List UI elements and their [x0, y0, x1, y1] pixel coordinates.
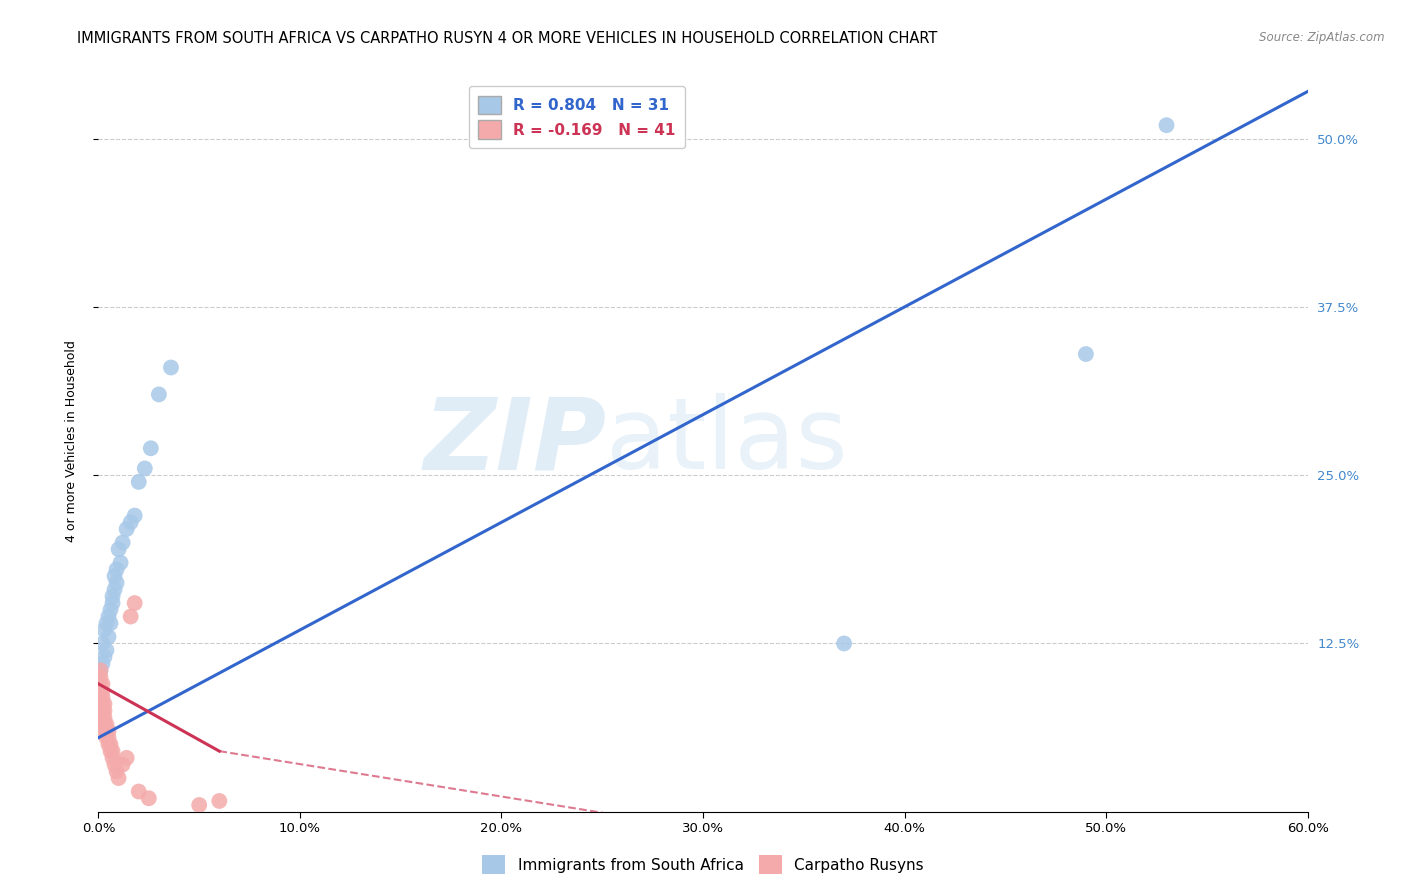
Text: atlas: atlas: [606, 393, 848, 490]
Point: [107, 771, 129, 785]
Point: [89, 664, 111, 678]
Text: Source: ZipAtlas.com: Source: ZipAtlas.com: [1260, 31, 1385, 45]
Point: [101, 590, 124, 604]
Point: [91, 677, 114, 691]
Point: [97, 609, 120, 624]
Point: [91, 690, 114, 705]
Point: [100, 738, 122, 752]
Point: [138, 791, 160, 805]
Text: ZIP: ZIP: [423, 393, 606, 490]
Point: [93, 710, 115, 724]
Point: [89, 670, 111, 684]
Text: IMMIGRANTS FROM SOUTH AFRICA VS CARPATHO RUSYN 4 OR MORE VEHICLES IN HOUSEHOLD C: IMMIGRANTS FROM SOUTH AFRICA VS CARPATHO…: [77, 31, 938, 46]
Point: [100, 603, 122, 617]
Legend: Immigrants from South Africa, Carpatho Rusyns: Immigrants from South Africa, Carpatho R…: [477, 849, 929, 880]
Point: [111, 757, 134, 772]
Point: [105, 575, 128, 590]
Point: [89, 664, 111, 678]
Point: [91, 697, 114, 711]
Point: [91, 657, 114, 671]
Point: [101, 751, 124, 765]
Point: [91, 704, 114, 718]
Point: [93, 697, 115, 711]
Point: [208, 794, 231, 808]
Point: [128, 784, 150, 798]
Point: [111, 535, 134, 549]
Point: [91, 710, 114, 724]
Point: [188, 797, 211, 812]
Point: [93, 723, 115, 738]
Point: [96, 723, 118, 738]
Point: [89, 704, 111, 718]
Point: [91, 683, 114, 698]
Point: [93, 717, 115, 731]
Point: [103, 569, 125, 583]
Point: [96, 717, 118, 731]
Point: [103, 757, 125, 772]
Point: [105, 764, 128, 779]
Point: [97, 731, 120, 745]
Point: [139, 442, 162, 456]
Point: [89, 710, 111, 724]
Point: [105, 562, 128, 576]
Point: [115, 522, 138, 536]
Point: [1156, 118, 1178, 132]
Y-axis label: 4 or more Vehicles in Household: 4 or more Vehicles in Household: [65, 341, 77, 542]
Point: [134, 461, 156, 475]
Point: [103, 582, 125, 597]
Point: [97, 738, 120, 752]
Point: [89, 677, 111, 691]
Point: [110, 556, 132, 570]
Point: [1074, 347, 1097, 361]
Point: [124, 508, 146, 523]
Point: [96, 731, 118, 745]
Point: [89, 697, 111, 711]
Point: [93, 704, 115, 718]
Point: [93, 649, 115, 664]
Point: [97, 723, 120, 738]
Point: [160, 360, 183, 375]
Point: [128, 475, 150, 489]
Point: [100, 744, 122, 758]
Point: [100, 616, 122, 631]
Point: [91, 636, 114, 650]
Point: [96, 616, 118, 631]
Point: [832, 636, 855, 650]
Point: [120, 516, 142, 530]
Point: [89, 690, 111, 705]
Point: [101, 596, 124, 610]
Point: [93, 623, 115, 637]
Point: [148, 387, 170, 401]
Point: [124, 596, 146, 610]
Point: [97, 630, 120, 644]
Point: [115, 751, 138, 765]
Legend: R = 0.804   N = 31, R = -0.169   N = 41: R = 0.804 N = 31, R = -0.169 N = 41: [468, 87, 685, 148]
Point: [89, 683, 111, 698]
Point: [91, 717, 114, 731]
Point: [101, 744, 124, 758]
Point: [120, 609, 142, 624]
Point: [107, 542, 129, 557]
Point: [96, 643, 118, 657]
